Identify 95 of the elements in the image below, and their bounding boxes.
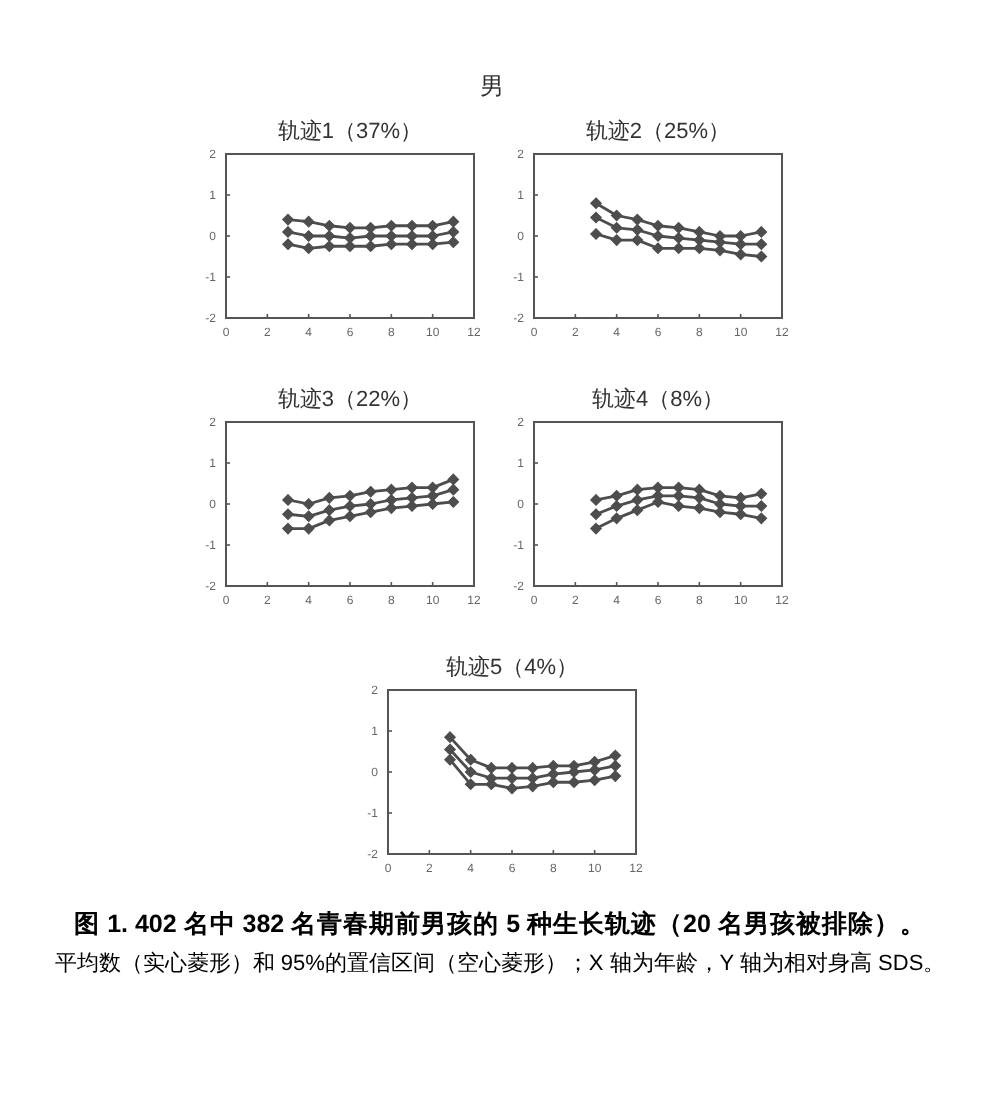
point bbox=[302, 230, 315, 242]
chart-title: 轨迹3（22%） bbox=[277, 386, 423, 412]
point bbox=[755, 500, 768, 512]
point bbox=[672, 242, 685, 255]
point bbox=[426, 219, 439, 232]
chart-title: 轨迹1（37%） bbox=[277, 118, 423, 144]
point bbox=[610, 500, 623, 512]
point bbox=[444, 731, 456, 743]
point bbox=[282, 238, 294, 250]
point bbox=[526, 762, 539, 774]
point bbox=[631, 483, 644, 496]
point bbox=[588, 764, 601, 776]
point bbox=[444, 753, 456, 766]
point bbox=[464, 766, 477, 778]
point bbox=[652, 242, 664, 255]
point bbox=[610, 234, 623, 246]
point bbox=[631, 494, 644, 506]
point bbox=[344, 222, 356, 234]
point bbox=[447, 236, 460, 248]
point bbox=[302, 215, 315, 228]
point bbox=[485, 762, 498, 774]
point bbox=[568, 776, 580, 789]
point bbox=[693, 492, 706, 504]
point bbox=[464, 778, 477, 791]
point bbox=[609, 770, 622, 782]
point bbox=[447, 215, 460, 228]
point bbox=[755, 226, 768, 238]
point bbox=[406, 481, 418, 494]
point bbox=[282, 508, 294, 521]
point bbox=[344, 510, 356, 523]
point bbox=[590, 522, 602, 535]
point bbox=[323, 504, 336, 516]
point bbox=[609, 749, 622, 762]
point bbox=[447, 226, 460, 238]
point bbox=[590, 508, 602, 521]
point bbox=[672, 232, 685, 244]
point bbox=[282, 213, 294, 226]
text: 平均数（实心菱形）和 95%的置信区间（空心菱形）；X 轴为年龄，Y 轴为相对身高 SDS。 bbox=[54, 950, 946, 976]
point bbox=[755, 487, 768, 500]
text: 男 bbox=[480, 72, 504, 100]
point bbox=[672, 500, 685, 512]
point bbox=[588, 774, 601, 786]
point bbox=[590, 197, 602, 209]
point bbox=[610, 209, 623, 222]
point bbox=[344, 500, 356, 512]
point bbox=[323, 219, 336, 232]
point bbox=[302, 510, 315, 523]
point bbox=[323, 514, 336, 527]
point bbox=[672, 490, 685, 502]
point bbox=[755, 238, 768, 250]
point bbox=[344, 490, 356, 502]
point bbox=[447, 496, 460, 508]
point bbox=[406, 219, 418, 232]
point bbox=[282, 226, 294, 238]
point bbox=[323, 240, 336, 253]
point bbox=[672, 222, 685, 234]
point bbox=[506, 772, 518, 784]
point bbox=[282, 494, 294, 506]
point bbox=[302, 498, 315, 510]
point bbox=[364, 485, 377, 498]
point bbox=[323, 492, 336, 504]
point bbox=[631, 234, 644, 246]
point bbox=[610, 222, 623, 234]
point bbox=[464, 753, 477, 766]
point bbox=[693, 502, 706, 514]
point bbox=[610, 490, 623, 502]
point bbox=[610, 512, 623, 525]
point bbox=[755, 250, 768, 263]
point bbox=[609, 760, 622, 772]
point bbox=[590, 494, 602, 506]
point bbox=[506, 762, 518, 774]
point bbox=[447, 483, 460, 496]
point bbox=[447, 473, 460, 486]
point bbox=[385, 483, 398, 496]
point bbox=[631, 504, 644, 516]
point bbox=[590, 228, 602, 240]
chart-title: 轨迹4（8%） bbox=[591, 386, 725, 412]
point bbox=[506, 782, 518, 795]
point bbox=[323, 230, 336, 242]
point bbox=[652, 219, 664, 232]
point bbox=[364, 240, 377, 253]
point bbox=[631, 213, 644, 226]
caption: 图 1. 402 名中 382 名青春期前男孩的 5 种生长轨迹（20 名男孩被排除）。 bbox=[74, 908, 926, 938]
point bbox=[302, 522, 315, 535]
point bbox=[755, 512, 768, 525]
point bbox=[590, 211, 602, 224]
point bbox=[385, 219, 398, 232]
point bbox=[444, 743, 456, 756]
point bbox=[734, 248, 747, 261]
point bbox=[652, 230, 664, 242]
point bbox=[282, 522, 294, 535]
chart-title: 轨迹2（25%） bbox=[585, 118, 731, 144]
point bbox=[631, 224, 644, 236]
chart-title: 轨迹5（4%） bbox=[445, 654, 579, 680]
point bbox=[302, 242, 315, 255]
